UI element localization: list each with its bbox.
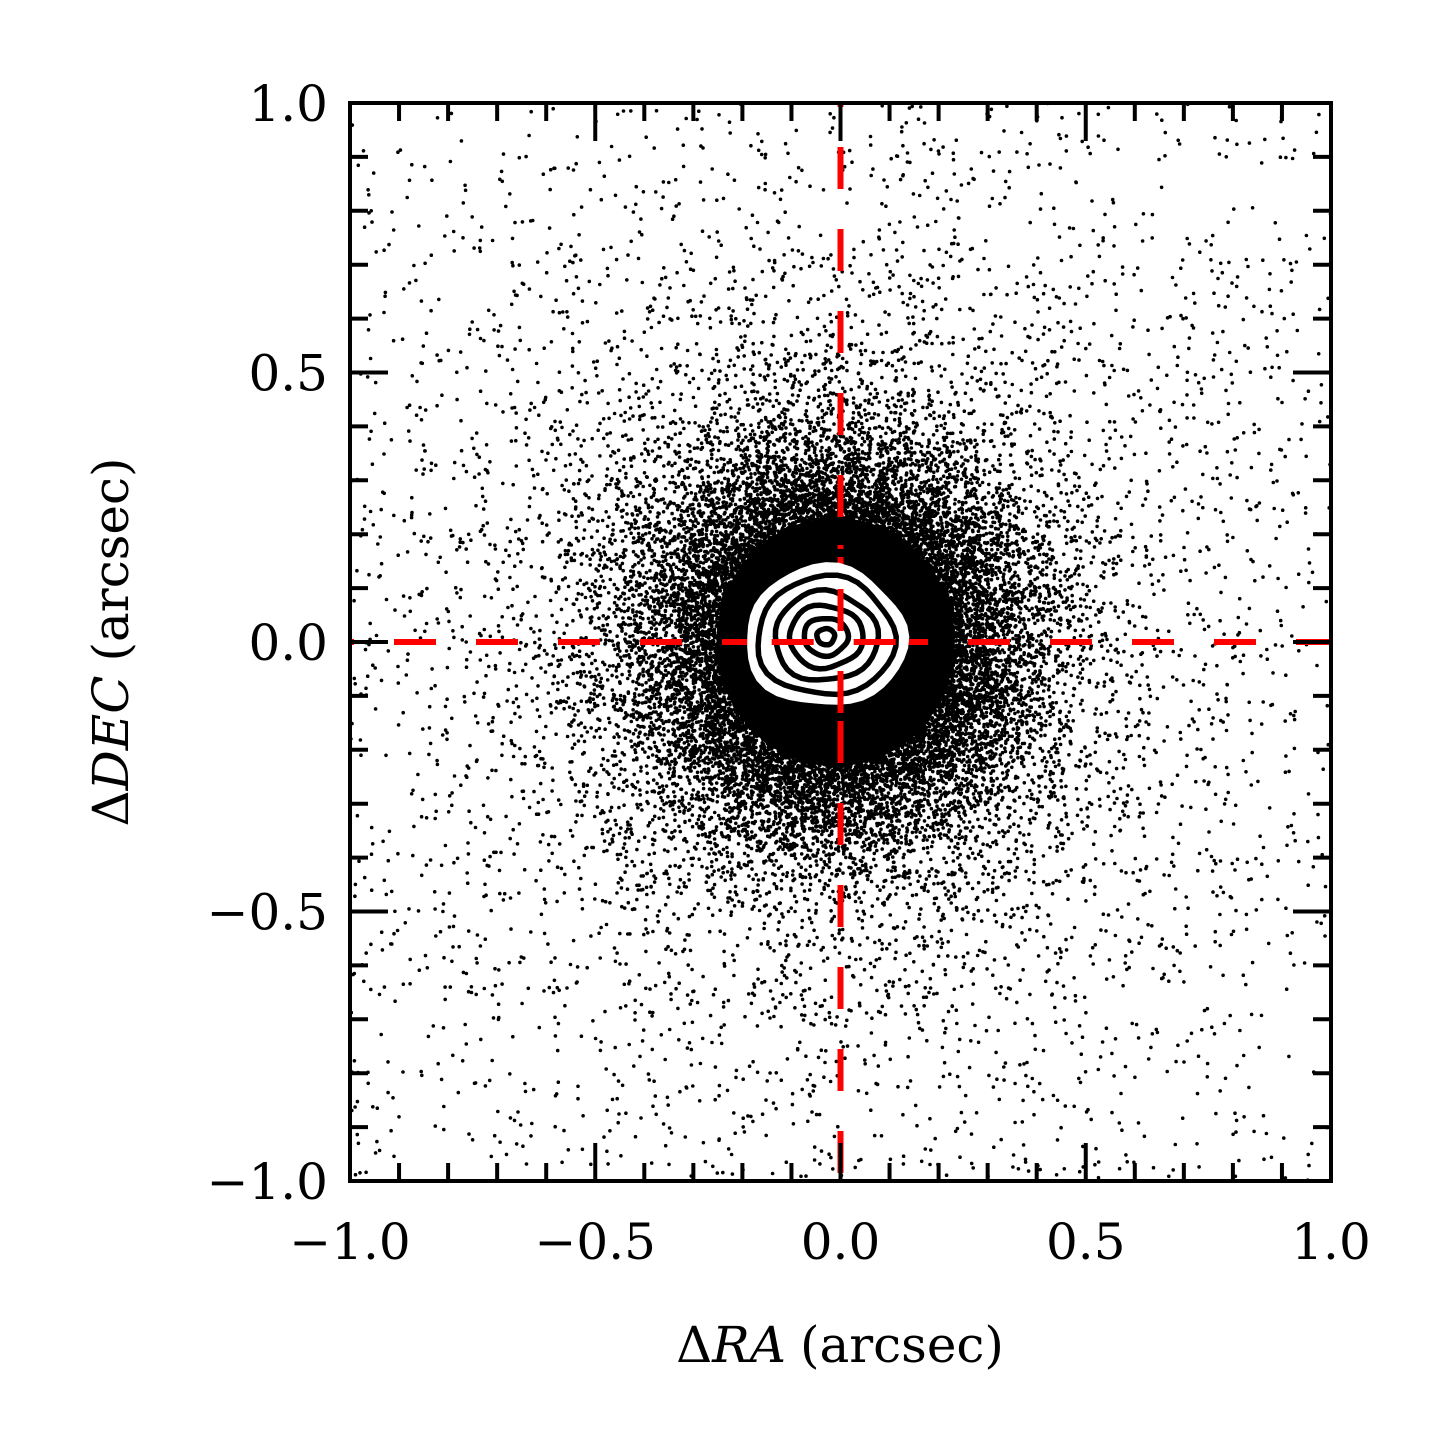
y-tick-label: −0.5: [207, 884, 328, 942]
y-axis-label-prefix: Δ: [82, 790, 140, 826]
plot-frame: [348, 101, 1333, 1183]
contour-level: [786, 602, 866, 672]
y-tick-label: 1.0: [248, 75, 328, 133]
x-tick-label: 1.0: [1291, 1213, 1371, 1271]
x-tick-label: −0.5: [535, 1213, 656, 1271]
x-tick-label: 0.0: [801, 1213, 881, 1271]
tick-labels-layer: −1.0 −0.5 0.0 0.5 1.0 −1.0 −0.5 0.0 0.5 1.0: [207, 75, 1371, 1271]
contour-level: [772, 587, 882, 683]
y-tick-label: −1.0: [207, 1153, 328, 1211]
contour-level: [755, 572, 899, 698]
contour-level: [814, 625, 838, 648]
x-axis-label-unit: (arcsec): [800, 1316, 1004, 1374]
y-tick-label: 0.5: [248, 345, 328, 403]
x-tick-label: −1.0: [289, 1213, 410, 1271]
y-axis-label-symbol: DEC: [82, 676, 140, 792]
y-axis-label-unit: (arcsec): [82, 458, 140, 662]
x-axis-label-prefix: Δ: [676, 1316, 712, 1374]
y-tick-label: 0.0: [248, 614, 328, 672]
x-axis-label: ΔRA (arcsec): [676, 1316, 1004, 1374]
contour-level: [801, 615, 852, 660]
plot-area: [350, 103, 1331, 1181]
y-axis-label: ΔDEC (arcsec): [82, 458, 140, 827]
x-axis-label-symbol: RA: [711, 1316, 786, 1374]
density-contours-layer: [727, 544, 924, 729]
x-tick-label: 0.5: [1046, 1213, 1126, 1271]
